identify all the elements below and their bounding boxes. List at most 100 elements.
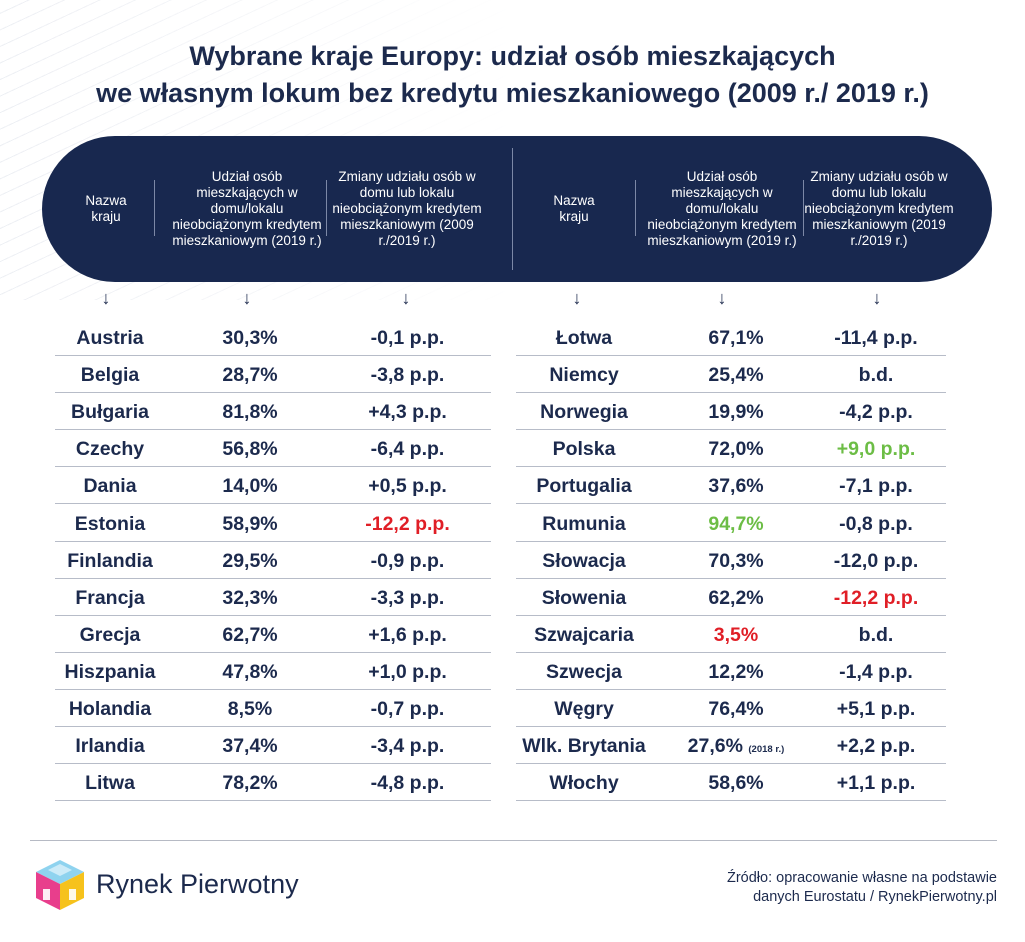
table-row: Dania 14,0% +0,5 p.p. <box>55 467 491 505</box>
share-value: 25,4% <box>666 356 806 392</box>
change-value: -12,2 p.p. <box>806 579 946 615</box>
country-name: Estonia <box>55 505 165 541</box>
country-name: Włochy <box>516 764 652 800</box>
country-name-text: Bułgaria <box>70 401 150 424</box>
share-value-text: 37,4% <box>222 735 278 758</box>
change-value-text: -0,9 p.p. <box>370 549 445 572</box>
country-name-text: Łotwa <box>555 327 613 349</box>
table-row: Austria 30,3% -0,1 p.p. <box>55 319 491 356</box>
share-value: 19,9% <box>666 393 806 429</box>
header-divider <box>635 180 636 236</box>
share-value-text: 67,1% <box>708 327 764 349</box>
change-value: +4,3 p.p. <box>340 393 475 429</box>
change-value-text: -6,4 p.p. <box>370 438 445 461</box>
share-value: 14,0% <box>200 467 300 503</box>
source-line-2: danych Eurostatu / RynekPierwotny.pl <box>753 889 997 905</box>
change-value: -12,2 p.p. <box>340 505 475 541</box>
change-value: -6,4 p.p. <box>340 430 475 466</box>
header-country-left: Nazwa kraju <box>85 193 127 224</box>
change-value: b.d. <box>806 616 946 652</box>
table-row: Szwajcaria 3,5% b.d. <box>516 616 946 653</box>
header-center-divider <box>512 148 513 270</box>
share-value: 56,8% <box>200 430 300 466</box>
share-note: (2018 r.) <box>748 744 785 756</box>
table-row: Irlandia 37,4% -3,4 p.p. <box>55 727 491 765</box>
share-value: 12,2% <box>666 653 806 689</box>
share-value-text: 58,6% <box>708 772 764 795</box>
source-note: Źródło: opracowanie własne na podstawie … <box>727 869 997 907</box>
share-value-text: 32,3% <box>222 586 278 609</box>
header-divider <box>803 180 804 236</box>
share-value-text: 30,3% <box>222 327 278 349</box>
change-value: +5,1 p.p. <box>806 690 946 726</box>
change-value-text: -3,4 p.p. <box>370 735 445 758</box>
table-row: Polska 72,0% +9,0 p.p. <box>516 430 946 468</box>
table-row: Czechy 56,8% -6,4 p.p. <box>55 430 491 468</box>
share-value-text: 27,6% <box>687 735 743 758</box>
share-value-text: 3,5% <box>713 623 759 646</box>
share-value-text: 76,4% <box>708 698 764 720</box>
change-value-text: +4,3 p.p. <box>368 401 447 424</box>
share-value: 62,7% <box>200 616 300 652</box>
share-value: 78,2% <box>200 764 300 800</box>
country-name-text: Rumunia <box>542 512 626 535</box>
house-cube-icon <box>36 860 84 910</box>
table-row: Szwecja 12,2% -1,4 p.p. <box>516 653 946 690</box>
arrow-down-icon: ↓ <box>242 288 252 308</box>
country-name: Rumunia <box>516 505 652 541</box>
country-name: Dania <box>55 467 165 503</box>
change-value: +9,0 p.p. <box>806 430 946 466</box>
share-value: 72,0% <box>666 430 806 466</box>
table-header-band: Nazwa kraju Udział osób mieszkających w … <box>42 136 992 282</box>
share-value: 8,5% <box>200 690 300 726</box>
country-name-text: Holandia <box>68 698 152 720</box>
country-name-text: Norwegia <box>540 401 628 424</box>
table-row: Wlk. Brytania 27,6% (2018 r.) +2,2 p.p. <box>516 727 946 765</box>
table-row: Litwa 78,2% -4,8 p.p. <box>55 764 491 802</box>
change-value: -11,4 p.p. <box>806 319 946 355</box>
change-value: -4,8 p.p. <box>340 764 475 800</box>
change-value: -0,9 p.p. <box>340 542 475 578</box>
share-value-text: 62,2% <box>708 586 764 609</box>
country-name: Czechy <box>55 430 165 466</box>
change-value-text: -3,8 p.p. <box>370 364 445 387</box>
change-value-text: +0,5 p.p. <box>368 475 447 498</box>
change-value-text: b.d. <box>858 623 894 646</box>
country-name: Litwa <box>55 764 165 800</box>
share-value-text: 25,4% <box>708 364 764 387</box>
change-value-text: -4,2 p.p. <box>839 401 913 424</box>
country-name: Węgry <box>516 690 652 726</box>
table-row: Belgia 28,7% -3,8 p.p. <box>55 356 491 394</box>
country-name-text: Hiszpania <box>64 660 156 683</box>
share-value: 47,8% <box>200 653 300 689</box>
change-value-text: -0,1 p.p. <box>370 327 445 349</box>
country-name-text: Irlandia <box>75 735 145 758</box>
arrow-down-icon: ↓ <box>572 288 582 308</box>
change-value: +1,1 p.p. <box>806 764 946 800</box>
share-value: 76,4% <box>666 690 806 726</box>
country-name-text: Szwajcaria <box>534 623 634 646</box>
country-name-text: Włochy <box>549 772 619 795</box>
arrow-down-icon: ↓ <box>401 288 411 308</box>
share-value: 29,5% <box>200 542 300 578</box>
share-value: 94,7% <box>666 505 806 541</box>
table-row: Portugalia 37,6% -7,1 p.p. <box>516 467 946 505</box>
share-value: 3,5% <box>666 616 806 652</box>
share-value: 27,6% (2018 r.) <box>666 727 806 763</box>
share-value-text: 56,8% <box>222 438 278 461</box>
share-value-text: 47,8% <box>222 660 278 683</box>
country-name-text: Dania <box>83 475 137 498</box>
country-name: Szwajcaria <box>516 616 652 652</box>
page-title: Wybrane kraje Europy: udział osób mieszk… <box>0 38 1025 112</box>
change-value: -0,8 p.p. <box>806 505 946 541</box>
change-value-text: -0,7 p.p. <box>370 698 445 720</box>
country-name-text: Portugalia <box>536 475 632 498</box>
change-value-text: b.d. <box>858 364 894 387</box>
country-name-text: Słowacja <box>542 549 626 572</box>
change-value: -3,3 p.p. <box>340 579 475 615</box>
country-name: Austria <box>55 319 165 355</box>
change-value-text: -12,2 p.p. <box>365 512 450 535</box>
table-row: Finlandia 29,5% -0,9 p.p. <box>55 542 491 579</box>
country-name: Finlandia <box>55 542 165 578</box>
share-value: 70,3% <box>666 542 806 578</box>
